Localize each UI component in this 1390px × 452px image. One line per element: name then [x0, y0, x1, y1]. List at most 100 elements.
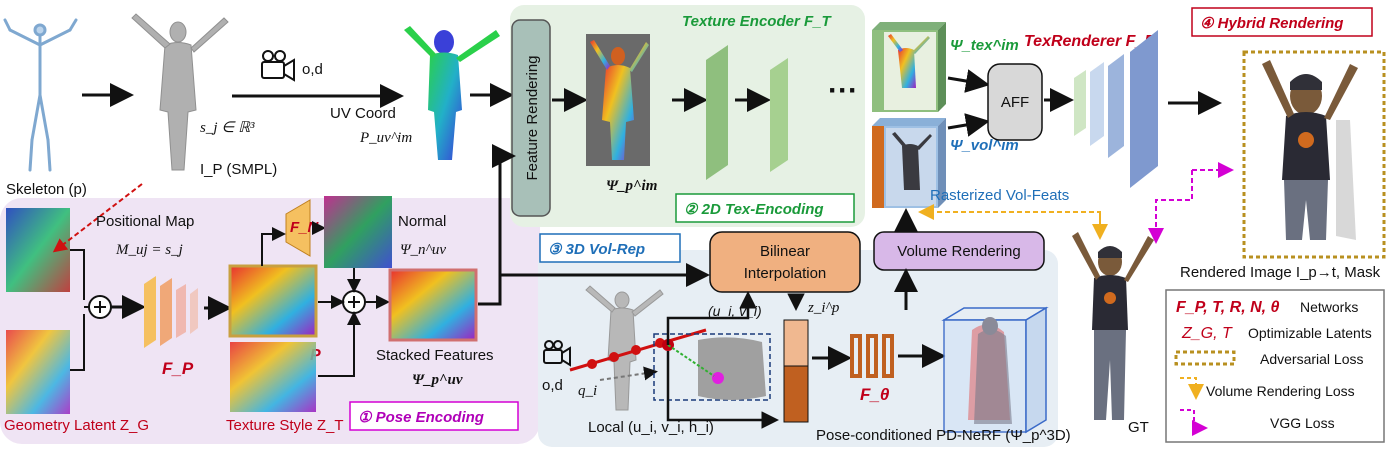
psi-vol-cube — [872, 118, 946, 208]
vol-rep-tag — [539, 233, 681, 263]
encoder-layer-2 — [770, 58, 788, 172]
texrenderer-network — [1074, 30, 1158, 188]
hybrid-rendering-label: ④ Hybrid Rendering — [1200, 15, 1343, 32]
psi-p-im-label: Ψ_p^im — [606, 178, 657, 194]
smpl-to-posmap-link — [52, 183, 143, 253]
positional-map-label: Positional Map — [96, 213, 194, 230]
ftheta-label: F_θ — [860, 385, 890, 404]
psi-n-label: Ψ_n^uv — [400, 242, 446, 258]
pose-encoding-label: ① Pose Encoding — [358, 409, 484, 426]
pdnerf-label: Pose-conditioned PD-NeRF (Ψ_p^3D) — [816, 427, 1071, 444]
ip-label: I_P (SMPL) — [200, 161, 277, 178]
posmap-to-sum — [70, 249, 85, 300]
texture-style-image — [230, 342, 316, 412]
feature-rendering-label: Feature Rendering — [524, 55, 541, 180]
local-label: Local (u_i, v_i, h_i) — [588, 419, 714, 436]
geometry-latent-image — [6, 330, 70, 414]
pose-encoding-tag — [349, 401, 519, 431]
gt-label: GT — [1128, 419, 1149, 436]
stacked-features-label: Stacked Features — [376, 347, 494, 364]
local-surface — [698, 337, 766, 400]
camera-icon-bottom — [543, 340, 571, 367]
camera-icon — [261, 50, 295, 82]
zip-label: z_i^p — [807, 300, 840, 316]
sj-label: s_j ∈ ℝ³ — [200, 120, 255, 136]
query-smpl-figure — [585, 285, 664, 411]
volume-loss-link — [918, 204, 1101, 230]
arrow-vol-aff — [947, 113, 990, 137]
arrow-stacked-featrender — [478, 144, 516, 306]
bilinear-label-2: Interpolation — [744, 265, 827, 282]
arrow-local-zip — [666, 351, 779, 429]
pdnerf-volume — [941, 306, 1049, 434]
encoder-layer-1 — [706, 45, 728, 180]
legend-vgg-swatch — [1180, 409, 1208, 436]
od-top-label: o,d — [302, 61, 323, 78]
texture-encoder-label: Texture Encoder F_T — [682, 13, 832, 30]
normal-label: Normal — [398, 213, 446, 230]
texture-style-label: Texture Style Z_T — [226, 417, 344, 434]
legend-volume-swatch — [1180, 377, 1204, 400]
legend-adversarial-swatch — [1174, 350, 1236, 366]
psi-vol-label: Ψ_vol^im — [950, 137, 1019, 154]
uv-coord-label: UV Coord — [330, 105, 396, 122]
psi-p-im-figure — [590, 40, 649, 160]
latent-vector-bottom — [783, 365, 809, 423]
volume-rendering-box — [873, 231, 1045, 271]
legend-networks-label: Networks — [1300, 299, 1358, 315]
aff-box — [987, 63, 1043, 141]
rendered-image-label: Rendered Image I_p→t, Mask — [1180, 264, 1381, 281]
pose-feature-map — [228, 264, 318, 338]
feature-rendering-box — [511, 19, 551, 217]
uv-coord-figure — [404, 26, 500, 160]
fn-network — [285, 199, 311, 257]
m-uj-label: M_uj = s_j — [115, 242, 183, 258]
legend-networks-symbol: F_P, T, R, N, θ — [1176, 299, 1280, 316]
uivi-label: (u_i, v_i) — [708, 303, 762, 319]
legend-adversarial-label: Adversarial Loss — [1260, 351, 1364, 367]
ftheta-network — [850, 334, 894, 378]
legend-vgg-label: VGG Loss — [1270, 415, 1335, 431]
geometry-latent-label: Geometry Latent Z_G — [4, 417, 149, 434]
latent-to-sum — [70, 314, 85, 371]
arrow-local-bilinear — [666, 291, 757, 345]
arrow-tex-aff — [947, 69, 990, 93]
legend-latents-symbol: Z_G, T — [1181, 325, 1233, 342]
legend-volume-label: Volume Rendering Loss — [1206, 383, 1355, 399]
psi-tex-cube — [872, 22, 946, 112]
hybrid-rendering-tag — [1191, 7, 1373, 37]
qi-label: q_i — [578, 383, 597, 399]
arrow-p-fn — [261, 227, 286, 266]
texrenderer-label: TexRenderer F_R — [1024, 33, 1156, 50]
rasterized-label: Rasterized Vol-Feats — [930, 187, 1069, 204]
rendered-person — [1262, 60, 1358, 240]
local-patch-box — [653, 333, 771, 401]
smpl-figure — [131, 13, 229, 171]
bilinear-box — [709, 231, 861, 293]
gt-person — [1072, 232, 1154, 420]
tex-encoding-label: ② 2D Tex-Encoding — [684, 201, 824, 218]
vgg-loss-link-gt — [1148, 170, 1193, 244]
skeleton-label: Skeleton (p) — [6, 181, 87, 198]
normal-map-image — [324, 196, 392, 268]
bilinear-label-1: Bilinear — [760, 243, 810, 260]
stacked-features-map — [388, 268, 478, 342]
aff-label: AFF — [1001, 94, 1029, 111]
ellipsis-dots: ··· — [828, 74, 858, 107]
psi-p-uv-label: Ψ_p^uv — [412, 372, 463, 388]
adversarial-box — [1242, 50, 1386, 259]
skeleton-figure — [3, 18, 78, 172]
p-uv-im-label: P_uv^im — [359, 130, 412, 146]
positional-map-image — [6, 208, 70, 292]
legend-latents-label: Optimizable Latents — [1248, 325, 1372, 341]
fp-network — [144, 276, 198, 348]
vol-rep-label: ③ 3D Vol-Rep — [548, 241, 645, 258]
od-bottom-label: o,d — [542, 377, 563, 394]
latent-vector-top — [783, 319, 809, 367]
fp-label: F_P — [162, 359, 194, 378]
legend-box — [1165, 289, 1385, 443]
psi-tex-label: Ψ_tex^im — [950, 37, 1019, 54]
volume-rendering-label: Volume Rendering — [897, 243, 1020, 260]
